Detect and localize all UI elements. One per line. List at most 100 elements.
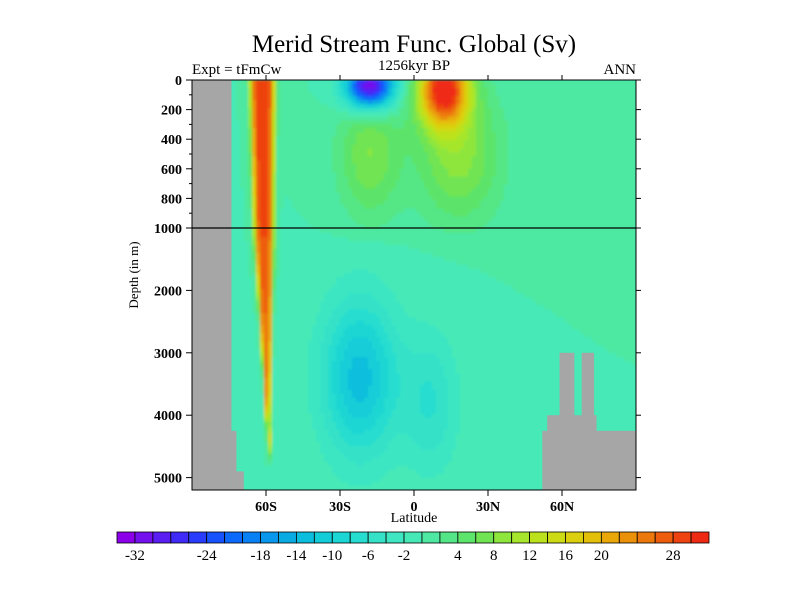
contour-cell [256, 208, 261, 214]
contour-cell [252, 84, 257, 89]
contour-cell [308, 357, 321, 362]
contour-cell [388, 164, 405, 170]
contour-cell [384, 100, 389, 105]
contour-cell [332, 341, 341, 346]
contour-cell [392, 341, 405, 346]
contour-cell [384, 132, 417, 137]
contour-cell [384, 200, 437, 206]
contour-cell [260, 252, 269, 258]
contour-cell [332, 333, 345, 338]
contour-cell [236, 88, 249, 93]
contour-cell [440, 357, 457, 362]
contour-cell [260, 385, 265, 391]
contour-cell [272, 136, 277, 141]
contour-cell [352, 160, 389, 166]
contour-cell [244, 196, 249, 202]
contour-cell [272, 325, 277, 330]
northern-ridge-peak-1 [559, 352, 575, 490]
contour-cell [264, 313, 269, 318]
contour-cell [248, 120, 253, 125]
contour-cell [420, 176, 437, 182]
contour-cell [468, 172, 485, 178]
contour-cell [248, 116, 253, 121]
contour-cell [468, 92, 473, 97]
contour-cell [264, 381, 269, 387]
contour-cell [332, 409, 341, 415]
contour-cell [248, 180, 253, 186]
contour-cell [316, 437, 333, 443]
contour-cell [348, 325, 373, 330]
contour-cell [384, 349, 393, 354]
contour-cell [276, 297, 325, 302]
contour-cell [564, 317, 636, 322]
contour-cell [256, 345, 261, 350]
contour-cell [444, 433, 457, 439]
contour-cell [380, 301, 401, 306]
contour-cell [460, 124, 465, 129]
contour-cell [248, 128, 253, 133]
contour-cell [332, 152, 345, 157]
contour-cell [272, 92, 277, 97]
contour-cell [248, 164, 253, 170]
contour-cell [496, 144, 509, 149]
contour-cell [488, 192, 505, 198]
contour-cell [352, 268, 369, 274]
contour-cell [372, 293, 397, 298]
colorbar-box [493, 531, 513, 544]
contour-cell [468, 116, 473, 121]
contour-cell [348, 457, 373, 463]
contour-cell [356, 397, 365, 403]
contour-cell [268, 232, 273, 238]
contour-cell [416, 208, 445, 214]
contour-cell [476, 144, 485, 149]
contour-cell [252, 200, 257, 206]
contour-cell [384, 409, 393, 415]
contour-cell [392, 80, 397, 85]
colorbar-box [600, 531, 620, 544]
contour-cell [280, 212, 301, 218]
contour-cell [264, 349, 269, 354]
contour-cell [272, 108, 277, 113]
contour-cell [424, 108, 429, 113]
contour-cell [372, 441, 389, 447]
contour-cell [424, 144, 433, 149]
contour-cell [372, 341, 381, 346]
contour-cell [268, 216, 273, 222]
contour-cell [276, 208, 281, 214]
contour-cell [256, 240, 261, 246]
contour-cell [320, 349, 329, 354]
contour-cell [344, 80, 349, 85]
contour-cell [332, 377, 341, 383]
contour-cell [428, 192, 449, 198]
contour-cell [460, 88, 465, 93]
contour-cell [340, 385, 349, 391]
contour-cell [392, 92, 397, 97]
contour-cell [272, 280, 277, 286]
contour-cell [472, 84, 477, 89]
contour-cell [320, 305, 337, 310]
contour-cell [332, 232, 636, 238]
contour-cell [272, 457, 325, 463]
contour-cell [428, 136, 433, 141]
contour-cell [428, 321, 569, 326]
contour-cell [376, 329, 385, 334]
contour-cell [456, 369, 636, 375]
contour-cell [344, 168, 357, 174]
contour-cell [236, 84, 249, 89]
contour-cell [280, 256, 445, 262]
contour-cell [328, 433, 341, 439]
contour-cell [272, 365, 309, 371]
contour-cell [256, 196, 261, 202]
contour-cell [400, 168, 417, 174]
contour-cell [336, 88, 341, 93]
contour-cell [504, 280, 636, 286]
colorbar-box [672, 531, 692, 544]
contour-cell [276, 104, 281, 109]
contour-cell [500, 100, 636, 105]
colorbar-tick-label: 16 [558, 548, 574, 564]
contour-cell [420, 445, 437, 451]
contour-cell [412, 349, 453, 354]
contour-cell [496, 160, 509, 166]
contour-cell [480, 92, 489, 97]
contour-cell [268, 425, 273, 431]
